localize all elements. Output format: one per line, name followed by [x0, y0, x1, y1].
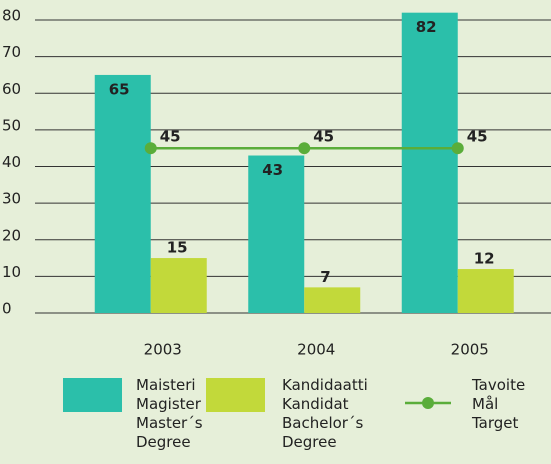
y-tick-label: 0 — [2, 300, 12, 318]
data-label: 82 — [416, 18, 437, 36]
bar — [457, 269, 514, 313]
data-label: 45 — [160, 128, 181, 146]
bar — [248, 155, 305, 313]
legend-dot — [422, 397, 434, 409]
bar — [94, 74, 151, 313]
y-tick-label: 60 — [2, 80, 21, 98]
data-label: 45 — [313, 128, 334, 146]
y-tick-label: 30 — [2, 190, 21, 208]
y-tick-label: 80 — [2, 7, 21, 25]
legend-swatch — [63, 378, 122, 412]
target-point — [144, 142, 157, 155]
y-tick-label: 70 — [2, 43, 21, 61]
y-tick-label: 50 — [2, 116, 21, 134]
x-tick-label: 2005 — [451, 341, 489, 359]
bar — [304, 287, 361, 313]
data-label: 43 — [262, 161, 283, 179]
data-label: 15 — [167, 239, 188, 257]
legend-label: Kandidaatti Kandidat Bachelor´s Degree — [282, 376, 368, 451]
target-point — [451, 142, 464, 155]
legend-label: Maisteri Magister Master´s Degree — [136, 376, 203, 451]
target-point — [298, 142, 311, 155]
data-label: 45 — [467, 128, 488, 146]
data-label: 65 — [109, 80, 130, 98]
legend-swatch — [206, 378, 265, 412]
y-tick-label: 20 — [2, 226, 21, 244]
data-label: 12 — [474, 250, 495, 268]
bar — [150, 258, 207, 313]
legend-label: Tavoite Mål Target — [472, 376, 526, 432]
x-tick-label: 2003 — [144, 341, 182, 359]
bar — [401, 12, 458, 314]
x-tick-label: 2004 — [297, 341, 335, 359]
y-tick-label: 10 — [2, 263, 21, 281]
y-tick-label: 40 — [2, 153, 21, 171]
data-label: 7 — [320, 268, 330, 286]
